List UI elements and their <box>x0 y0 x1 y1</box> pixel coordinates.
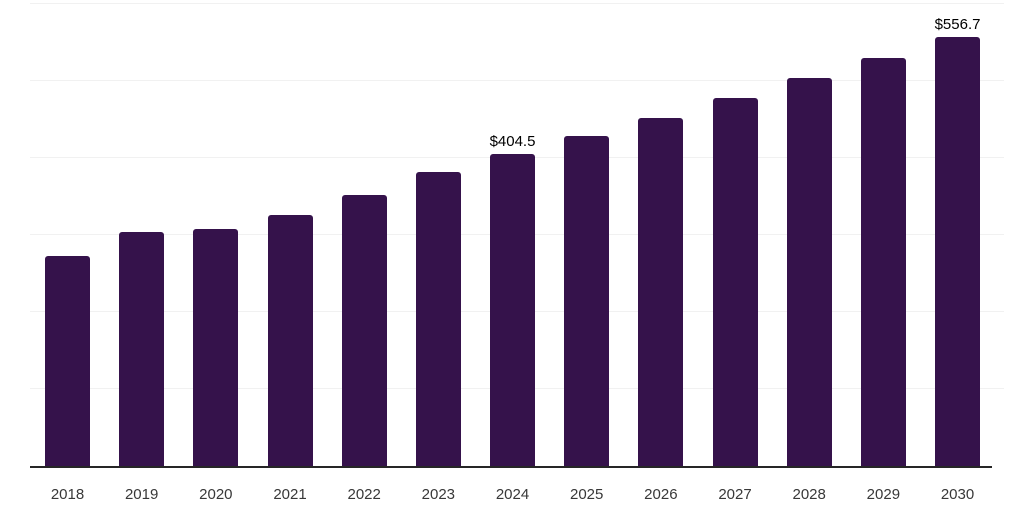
x-tick-label: 2028 <box>792 486 826 503</box>
bar <box>490 154 536 466</box>
bar <box>564 136 610 466</box>
gridline <box>30 80 1004 82</box>
bar <box>193 228 239 466</box>
x-tick-label: 2019 <box>124 486 159 503</box>
data-label: $556.7 <box>934 15 981 33</box>
x-tick-label: 2026 <box>644 486 678 503</box>
x-tick-label: 2020 <box>199 486 233 503</box>
x-axis-line <box>30 466 992 468</box>
bar <box>638 117 684 466</box>
x-tick-label: 2021 <box>273 486 307 503</box>
bar <box>786 78 832 466</box>
bar <box>935 36 981 466</box>
x-tick-label: 2022 <box>347 486 381 503</box>
x-tick-label: 2030 <box>940 486 975 503</box>
bar <box>415 172 461 466</box>
bar <box>712 98 758 466</box>
bar <box>267 214 313 466</box>
x-tick-label: 2025 <box>570 486 604 503</box>
gridline <box>30 3 1004 4</box>
x-tick-label: 2023 <box>421 486 456 503</box>
bar <box>341 194 387 466</box>
x-tick-label: 2024 <box>495 486 530 503</box>
x-tick-label: 2027 <box>718 486 752 503</box>
bar <box>45 255 90 466</box>
bar <box>860 58 906 466</box>
x-tick-label: 2029 <box>866 486 901 503</box>
bar <box>119 232 165 466</box>
x-tick-label: 2018 <box>50 486 85 503</box>
data-label: $404.5 <box>489 133 536 151</box>
